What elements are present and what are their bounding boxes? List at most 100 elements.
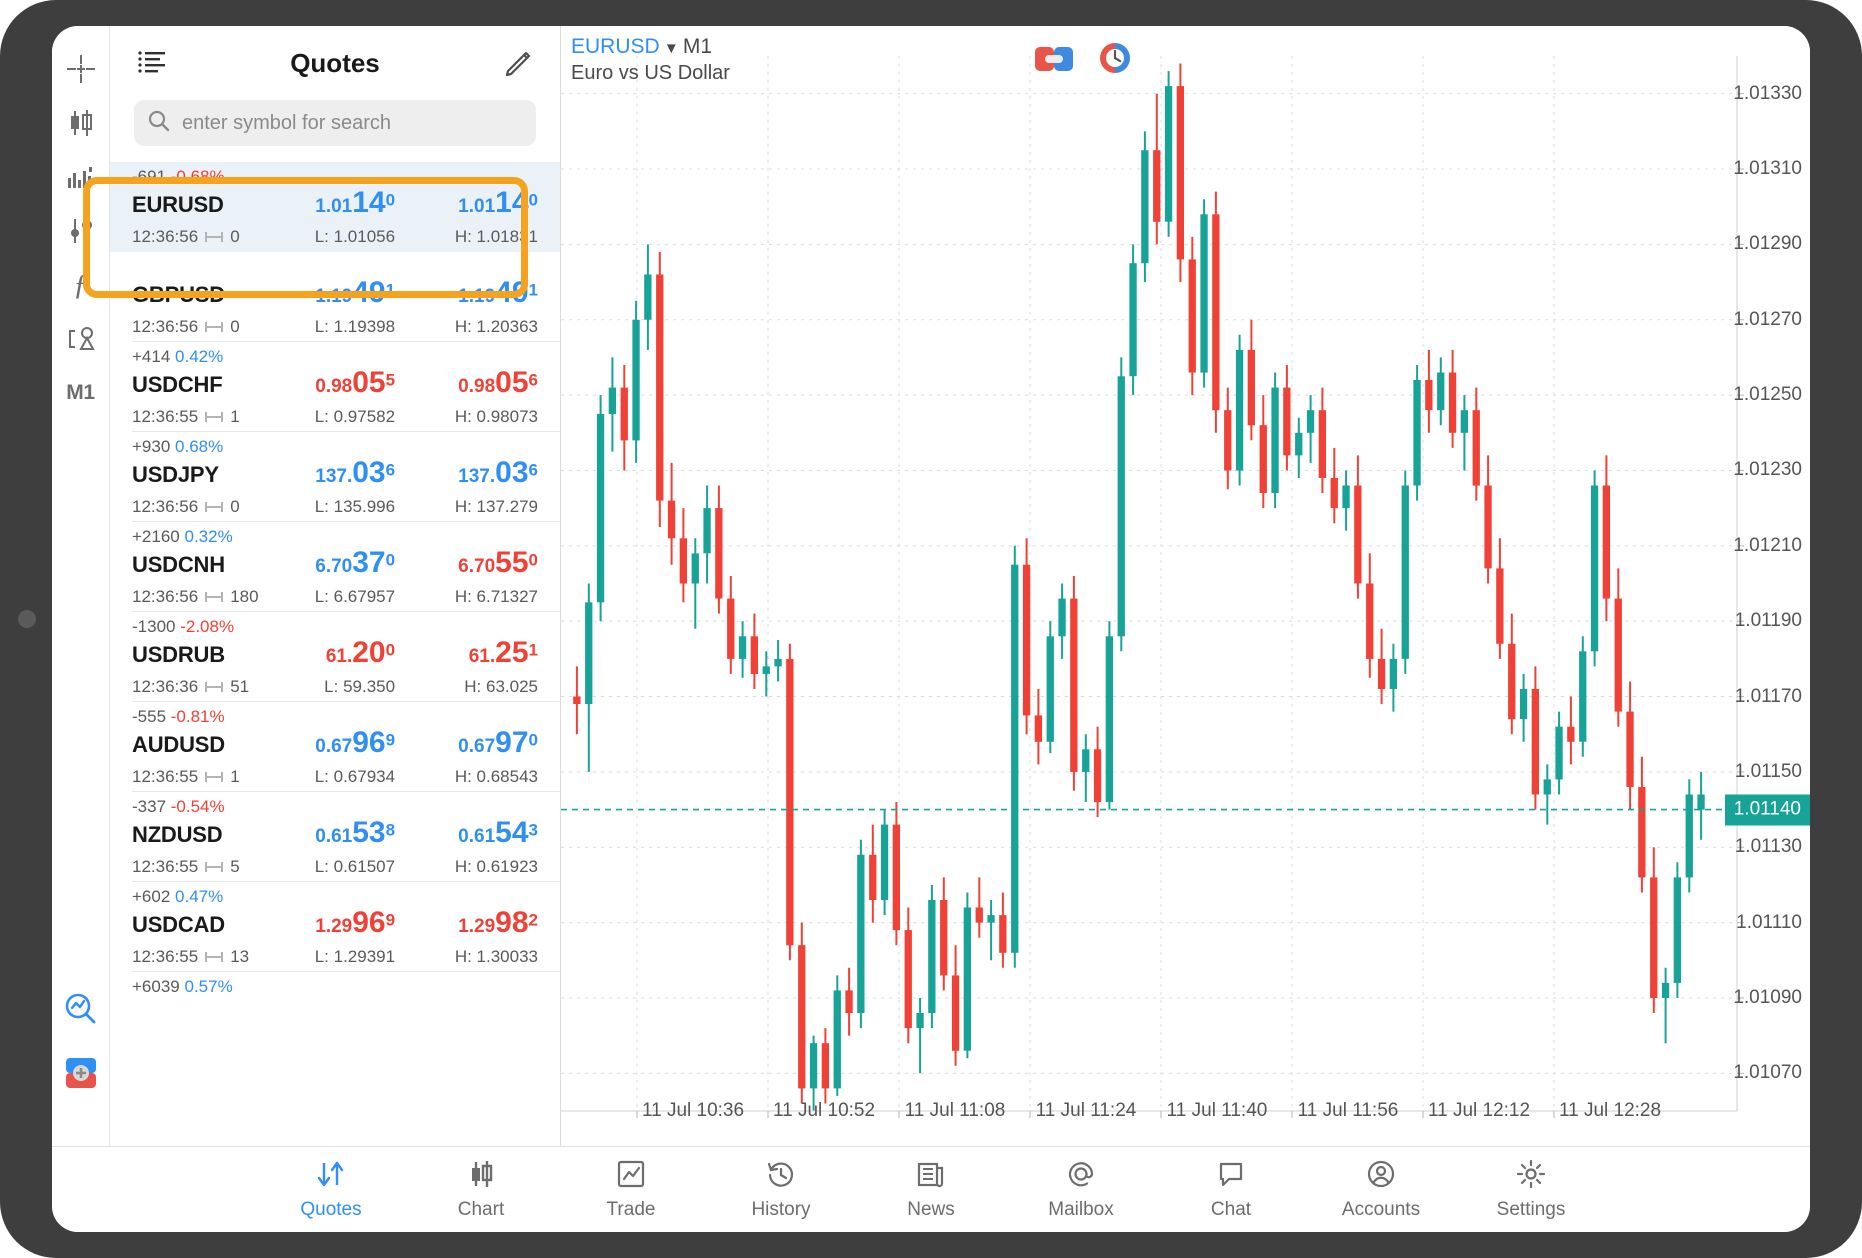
search-input[interactable]: enter symbol for search — [134, 100, 536, 146]
quote-time: 12:36:56 180 — [132, 587, 259, 606]
quotes-panel: Quotes enter symbol fo — [109, 26, 561, 1180]
price-axis-label: 1.01290 — [1733, 233, 1802, 255]
chart-symbol-line[interactable]: EURUSD ▼ M1 — [571, 35, 730, 59]
quote-row-usdcad[interactable]: +602 0.47% USDCAD 1.29969 1.29982 12:36:55 1… — [110, 882, 560, 972]
quote-change — [132, 256, 538, 278]
quote-change: -337 -0.54% — [132, 796, 538, 818]
candlestick-icon[interactable] — [52, 96, 109, 150]
nav-news[interactable]: News — [875, 1159, 987, 1221]
nav-accounts[interactable]: Accounts — [1325, 1159, 1437, 1221]
chart-area[interactable]: EURUSD ▼ M1 Euro vs US Dollar — [561, 26, 1810, 1180]
trade-clock-icon[interactable] — [1098, 41, 1132, 80]
add-account-icon[interactable] — [65, 1057, 97, 1094]
quote-high: H: 0.61923 — [454, 857, 538, 876]
price-int: 1.29 — [315, 916, 353, 937]
price-fraction: 0 — [528, 550, 538, 570]
quote-low: L: 0.67934 — [314, 767, 396, 786]
price-fraction: 0 — [385, 190, 396, 210]
price-axis-label: 1.01090 — [1733, 986, 1802, 1008]
chart-title-box: EURUSD ▼ M1 Euro vs US Dollar — [571, 35, 730, 85]
quote-row-usdcnh[interactable]: +2160 0.32% USDCNH 6.70370 6.70550 12:36:56 … — [110, 522, 560, 612]
price-fraction: 0 — [385, 640, 396, 660]
search-placeholder: enter symbol for search — [182, 111, 391, 134]
nav-quotes[interactable]: Quotes — [275, 1159, 387, 1221]
list-view-icon[interactable] — [138, 50, 166, 79]
spread-icon — [205, 502, 224, 512]
spread-icon — [205, 952, 224, 962]
quote-symbol: USDJPY — [132, 462, 219, 487]
quote-ask-price: 1.29982 — [421, 908, 538, 938]
crosshair-icon[interactable] — [52, 42, 109, 96]
device-screen: ƒ M1 — [52, 26, 1810, 1232]
quote-row-nzdusd[interactable]: -337 -0.54% NZDUSD 0.61538 0.61543 12:36:55 … — [110, 792, 560, 882]
objects-icon[interactable] — [52, 312, 109, 366]
quote-row-usdjpy[interactable]: +930 0.68% USDJPY 137.036 137.036 12:36:56 0… — [110, 432, 560, 522]
quote-sub-line: 12:36:56 180 L: 6.67957 H: 6.71327 — [132, 584, 538, 610]
price-pips: 49 — [495, 276, 529, 309]
speech-bubble-icon — [1216, 1159, 1246, 1194]
change-percent: 0.57% — [184, 977, 233, 996]
clock-back-icon — [766, 1159, 796, 1194]
function-icon[interactable]: ƒ — [73, 268, 88, 301]
quote-row-eurusd[interactable]: -691 -0.68% EURUSD 1.01140 1.01140 12:36:56 … — [110, 162, 560, 252]
one-click-trading-icon[interactable] — [1035, 44, 1073, 79]
nav-history[interactable]: History — [725, 1159, 837, 1221]
price-fraction: 1 — [385, 280, 396, 300]
change-points: +602 — [132, 887, 171, 906]
quote-high: H: 1.20363 — [454, 317, 538, 336]
spread-icon — [205, 412, 224, 422]
quote-main-line: USDCHF 0.98055 0.98056 — [132, 368, 538, 404]
market-search-icon[interactable] — [64, 992, 98, 1031]
indicator-sliders-icon[interactable] — [52, 204, 109, 258]
quote-bid-price: 137.036 — [278, 458, 395, 488]
chart-description: Euro vs US Dollar — [571, 62, 730, 84]
quote-change: -691 -0.68% — [132, 166, 538, 188]
quote-row-partial[interactable]: +6039 0.57% — [110, 972, 560, 1062]
quote-bid-price: 0.61538 — [278, 818, 395, 848]
change-percent: 0.32% — [184, 527, 233, 546]
quote-high: H: 0.98073 — [454, 407, 538, 426]
chart-tool-rail: ƒ M1 — [52, 26, 109, 1180]
nav-chat[interactable]: Chat — [1175, 1159, 1287, 1221]
chart-canvas[interactable] — [561, 26, 1810, 1180]
price-pips: 03 — [495, 456, 529, 489]
quote-main-line: USDCNH 6.70370 6.70550 — [132, 548, 538, 584]
price-fraction: 3 — [528, 820, 538, 840]
row-divider — [132, 341, 560, 342]
change-percent: -0.54% — [170, 797, 225, 816]
edit-pencil-icon[interactable] — [504, 48, 534, 83]
quote-ask-price: 1.19491 — [421, 278, 538, 308]
quote-symbol: GBPUSD — [132, 282, 225, 307]
price-axis-label: 1.01250 — [1733, 384, 1802, 406]
price-pips: 25 — [495, 636, 529, 669]
nav-settings[interactable]: Settings — [1475, 1159, 1587, 1221]
timeframe-button[interactable]: M1 — [52, 366, 109, 420]
quote-low: L: 1.29391 — [314, 947, 396, 966]
quote-row-gbpusd[interactable]: GBPUSD 1.19491 1.19491 12:36:56 0 L: 1.19398… — [110, 252, 560, 342]
quote-main-line: USDJPY 137.036 137.036 — [132, 458, 538, 494]
price-pips: 05 — [352, 366, 386, 399]
chart-timeframe[interactable]: M1 — [682, 35, 713, 58]
quote-main-line: GBPUSD 1.19491 1.19491 — [132, 278, 538, 314]
quote-sub-line: 12:36:55 5 L: 0.61507 H: 0.61923 — [132, 854, 538, 880]
quote-time: 12:36:56 0 — [132, 317, 240, 336]
price-int: 61. — [325, 646, 353, 667]
quote-row-audusd[interactable]: -555 -0.81% AUDUSD 0.67969 0.67970 12:36:55 … — [110, 702, 560, 792]
change-percent: -0.81% — [170, 707, 225, 726]
nav-trade[interactable]: Trade — [575, 1159, 687, 1221]
change-percent: 0.42% — [175, 347, 224, 366]
timeframe-label: M1 — [66, 381, 95, 404]
quote-time: 12:36:55 5 — [132, 857, 240, 876]
quote-row-usdchf[interactable]: +414 0.42% USDCHF 0.98055 0.98056 12:36:55 1… — [110, 342, 560, 432]
nav-mailbox[interactable]: Mailbox — [1025, 1159, 1137, 1221]
row-divider — [132, 521, 560, 522]
quote-symbol: EURUSD — [132, 192, 224, 217]
at-sign-icon — [1066, 1159, 1096, 1194]
nav-chart[interactable]: Chart — [425, 1159, 537, 1221]
row-divider — [132, 701, 560, 702]
chevron-down-icon[interactable]: ▼ — [659, 40, 683, 57]
quote-row-usdrub[interactable]: -1300 -2.08% USDRUB 61.200 61.251 12:36:36 5… — [110, 612, 560, 702]
bar-chart-icon[interactable] — [52, 150, 109, 204]
chart-symbol[interactable]: EURUSD — [571, 35, 660, 58]
price-fraction: 2 — [528, 910, 538, 930]
